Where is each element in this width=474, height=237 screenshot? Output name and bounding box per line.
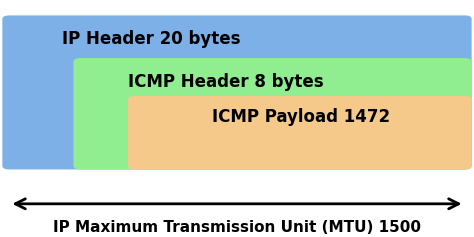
- FancyBboxPatch shape: [73, 58, 472, 169]
- FancyBboxPatch shape: [128, 96, 472, 169]
- Text: IP Header 20 bytes: IP Header 20 bytes: [62, 30, 240, 48]
- Text: ICMP Header 8 bytes: ICMP Header 8 bytes: [128, 73, 324, 91]
- Text: ICMP Payload 1472: ICMP Payload 1472: [212, 108, 390, 126]
- FancyBboxPatch shape: [2, 15, 472, 169]
- Text: IP Maximum Transmission Unit (MTU) 1500: IP Maximum Transmission Unit (MTU) 1500: [53, 220, 421, 235]
